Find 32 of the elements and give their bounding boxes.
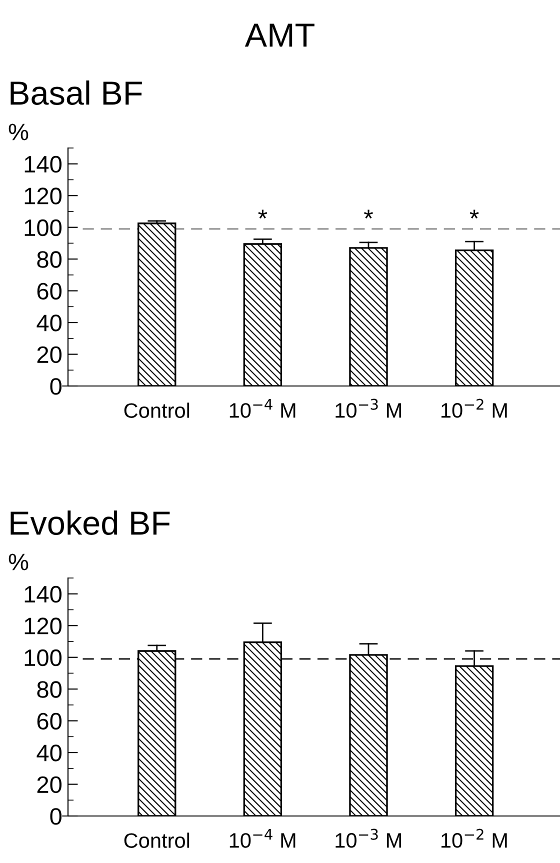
y-axis-title: %: [8, 554, 28, 570]
y-tick-label: 120: [24, 618, 62, 634]
y-tick-label: 40: [36, 314, 62, 332]
x-tick-label: Control: [124, 832, 190, 848]
chart-subtitle: Basal BF: [10, 80, 142, 105]
x-tick-label: 10$^{−4}$ M: [230, 829, 296, 848]
annotation: *: [470, 210, 479, 218]
x-tick-label: 10$^{−2}$ M: [442, 828, 507, 848]
y-tick-label: 100: [24, 219, 62, 236]
y-tick-label: 20: [37, 776, 62, 794]
chart-title: AMT: [244, 24, 314, 47]
y-tick-label: 60: [37, 712, 62, 730]
y-tick-label: 140: [24, 586, 62, 603]
y-tick-label: 60: [37, 282, 62, 300]
x-tick-label: 10$^{−4}$ M: [230, 399, 296, 418]
x-tick-label: Control: [124, 402, 190, 418]
annotation: *: [258, 210, 268, 218]
y-axis-title: %: [8, 124, 28, 140]
x-tick-label: 10$^{−2}$ M: [442, 398, 507, 418]
y-tick-label: 140: [24, 156, 62, 173]
x-tick-label: 10$^{−3}$ M: [336, 398, 401, 418]
chart-title: Evoked BF: [10, 510, 170, 535]
y-tick-label: 100: [24, 649, 62, 666]
y-tick-label: 80: [37, 251, 62, 268]
y-tick-label: 40: [36, 744, 62, 762]
y-tick-label: 20: [37, 346, 62, 364]
y-tick-label: 80: [37, 681, 62, 698]
x-tick-label: 10$^{−3}$ M: [336, 828, 401, 848]
annotation: *: [364, 210, 373, 218]
y-tick-label: 0: [50, 378, 62, 395]
y-tick-label: 120: [24, 188, 62, 204]
y-tick-label: 0: [50, 808, 62, 825]
